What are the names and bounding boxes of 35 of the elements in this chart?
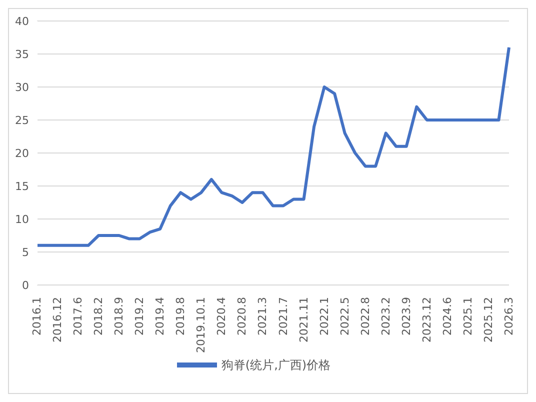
x-tick-label: 2019.8 (174, 297, 188, 336)
x-tick-label: 2017.6 (72, 297, 85, 336)
x-tick-label: 2016.1 (30, 297, 44, 336)
y-tick-label: 0 (22, 278, 29, 292)
x-tick-label: 2023.9 (400, 297, 413, 336)
x-tick-label: 2022.8 (358, 297, 372, 336)
x-tick-label: 2023.2 (379, 297, 392, 336)
x-tick-label: 2025.12 (482, 297, 495, 342)
x-tick-label: 2019.4 (154, 297, 167, 336)
y-tick-label: 35 (15, 48, 29, 61)
x-tick-label: 2023.12 (420, 297, 434, 342)
x-tick-label: 2021.11 (297, 297, 310, 342)
x-tick-label: 2025.1 (461, 297, 474, 336)
y-tick-label: 40 (15, 14, 29, 28)
x-tick-label: 2018.2 (92, 297, 106, 336)
y-tick-label: 25 (15, 114, 29, 127)
x-tick-label: 2016.12 (51, 297, 64, 342)
y-tick-label: 15 (15, 180, 29, 193)
x-tick-label: 2021.3 (256, 297, 270, 336)
y-tick-label: 10 (15, 212, 29, 226)
y-tick-label: 5 (22, 246, 29, 259)
x-tick-label: 2021.7 (276, 297, 290, 336)
x-tick-label: 2026.3 (502, 297, 516, 336)
y-tick-label: 30 (15, 80, 29, 94)
line-series (36, 46, 510, 247)
x-tick-label: 2020.8 (236, 297, 249, 336)
x-tick-label: 2019.2 (133, 297, 146, 336)
x-tick-label: 2024.6 (440, 297, 454, 336)
legend-label: 狗脊(统片,广西)价格 (221, 358, 331, 372)
y-tick-label: 20 (15, 146, 29, 160)
x-tick-label: 2022.5 (338, 297, 352, 336)
x-tick-label: 2019.10.1 (194, 297, 208, 353)
x-tick-label: 2018.9 (112, 297, 126, 336)
x-tick-label: 2022.1 (318, 297, 331, 336)
x-tick-label: 2020.4 (215, 297, 228, 336)
